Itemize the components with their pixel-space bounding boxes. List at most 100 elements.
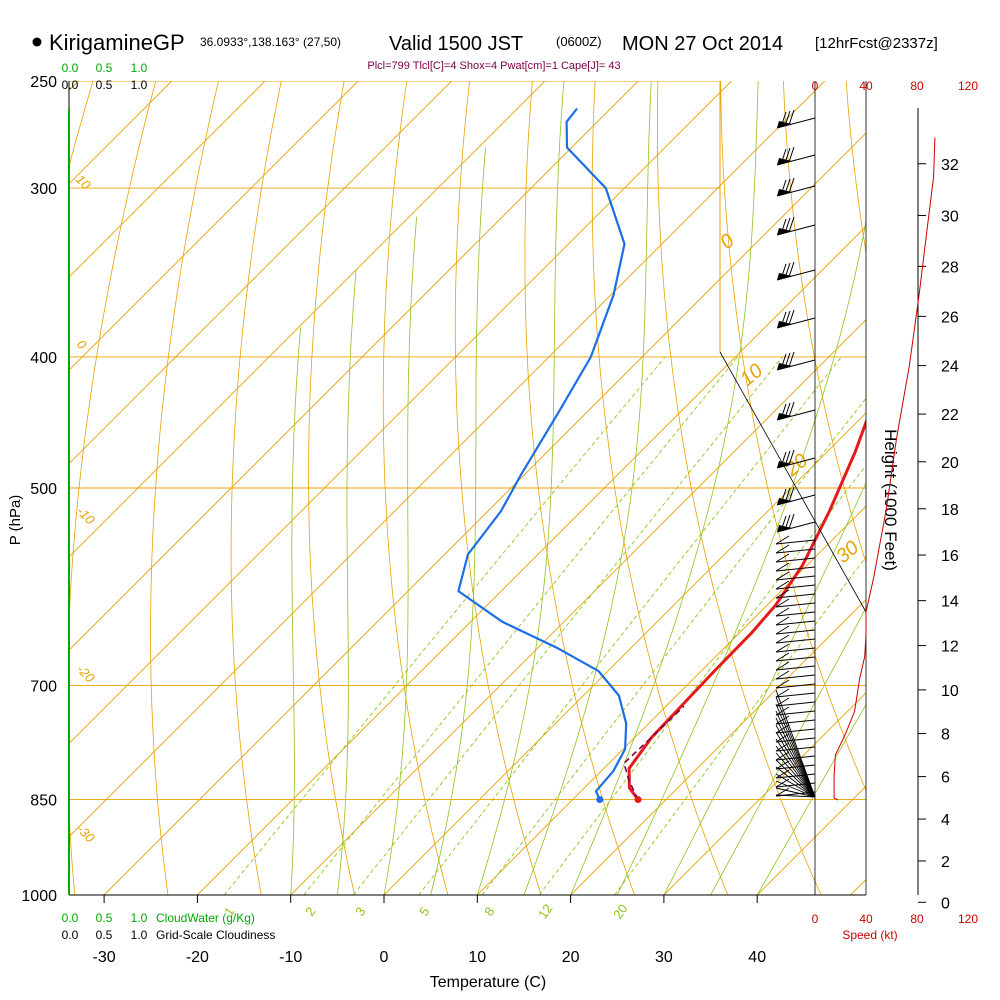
- skew-temperature-label: 10: [736, 360, 767, 391]
- station-name: KirigamineGP: [49, 30, 185, 55]
- temperature-tick-label: -10: [279, 949, 302, 966]
- wind-barb: [775, 593, 816, 599]
- wind-barb: [775, 611, 816, 617]
- pressure-tick-label: 1000: [21, 888, 57, 905]
- cloudiness-scale-bottom-label: 1.0: [131, 928, 148, 942]
- mixing-ratio-label: 2: [302, 904, 318, 919]
- stability-indices: Plcl=799 Tlcl[C]=4 Shox=4 Pwat[cm]=1 Cap…: [367, 60, 620, 72]
- pressure-tick-label: 250: [30, 74, 57, 91]
- moist-adiabat-line: [523, 81, 652, 895]
- isotherm-line: [69, 81, 359, 371]
- wind-barb-feather: [775, 643, 790, 653]
- wind-barb: [775, 710, 816, 798]
- cloud-scale-bottom-label: 0.0: [62, 911, 79, 925]
- dry-adiabat-line: [591, 81, 729, 895]
- skew-temperature-label: -30: [74, 822, 98, 846]
- height-tick-label: 0: [941, 895, 950, 912]
- wind-barb: [775, 703, 816, 798]
- wind-barb-feather: [784, 402, 791, 419]
- wind-barb: [775, 647, 816, 653]
- wind-barb-feather: [788, 109, 795, 126]
- wind-barb: [775, 794, 816, 798]
- wind-barb: [775, 773, 816, 798]
- wind-barb-feather: [775, 634, 790, 644]
- parcel-path-line: [623, 705, 685, 800]
- wind-barb: [775, 780, 816, 798]
- speed-tick-label-top: 120: [958, 79, 978, 93]
- wind-barb: [775, 745, 816, 798]
- pressure-tick-label: 400: [30, 350, 57, 367]
- wind-barb-feather: [775, 769, 790, 779]
- speed-tick-label-top: 40: [859, 79, 873, 93]
- height-tick-label: 2: [941, 854, 950, 871]
- dry-adiabat-line: [524, 81, 635, 895]
- station-coordinates: 36.0933°,138.163° (27,50): [200, 35, 341, 49]
- isotherm-line: [69, 81, 266, 278]
- wind-barb-feather: [775, 724, 790, 734]
- wind-barb-feather: [775, 679, 790, 689]
- wind-barb-feather: [780, 311, 787, 328]
- wind-barb-feather: [780, 218, 787, 235]
- height-tick-label: 16: [941, 548, 959, 565]
- wind-barb: [775, 717, 816, 798]
- wind-barb: [775, 557, 816, 563]
- dry-adiabat-line: [454, 81, 542, 895]
- moist-adiabat-line: [616, 218, 866, 895]
- dry-adiabat-line: [972, 81, 1000, 895]
- moist-adiabat-line: [476, 81, 565, 895]
- wind-barb-feather: [775, 661, 790, 671]
- wind-barb-feather: [784, 352, 791, 369]
- wind-barb: [775, 787, 816, 798]
- height-tick-label: 20: [941, 455, 959, 472]
- wind-barb: [775, 629, 816, 635]
- mixing-ratio-line: [353, 356, 783, 895]
- temperature-tick-label: -30: [93, 949, 116, 966]
- moist-adiabat-line: [663, 482, 866, 895]
- isotherm-line: [570, 598, 866, 895]
- wind-barb-feather: [780, 148, 787, 165]
- wind-barb: [775, 696, 816, 798]
- wind-barb: [775, 731, 816, 798]
- height-tick-label: 10: [941, 683, 959, 700]
- wind-barb: [775, 548, 816, 554]
- wind-barb-feather: [784, 450, 791, 467]
- wind-barb-feather: [788, 146, 795, 163]
- isotherm-line: [476, 505, 866, 895]
- cloud-scale-top-label: 0.0: [62, 61, 79, 75]
- height-tick-label: 12: [941, 639, 959, 656]
- wind-barb-feather: [784, 217, 791, 234]
- y-axis-label: P (hPa): [7, 495, 24, 546]
- wind-barb-feather: [775, 625, 790, 635]
- height-axis-label: Height (1000 Feet): [881, 429, 900, 571]
- wind-barb: [775, 674, 816, 680]
- wind-barb-feather: [784, 262, 791, 279]
- wind-barb-feather: [775, 706, 790, 716]
- wind-barb-feather: [775, 571, 790, 581]
- skew-temperature-label: 0: [716, 230, 739, 254]
- dry-adiabat-line: [656, 81, 822, 895]
- temperature-tick-label: 30: [655, 949, 673, 966]
- mixing-ratio-label: 12: [535, 901, 556, 921]
- temperature-line: [627, 417, 866, 801]
- wind-barb: [776, 521, 816, 533]
- dry-adiabat-line: [720, 81, 866, 792]
- wind-barb: [776, 185, 816, 197]
- dry-adiabat-line: [150, 81, 219, 895]
- dry-adiabat-line: [382, 81, 449, 895]
- wind-barb-feather: [775, 697, 790, 707]
- wind-barb-feather: [788, 261, 795, 278]
- mixing-ratio-line: [418, 356, 842, 895]
- dry-adiabat-line: [308, 81, 355, 895]
- mixing-ratio-label: 20: [610, 901, 631, 921]
- forecast-info: [12hrFcst@2337z]: [815, 35, 938, 52]
- wind-barb: [775, 719, 816, 725]
- dry-adiabat-line: [230, 81, 282, 895]
- wind-barb-feather: [788, 486, 795, 503]
- wind-barb-feather: [775, 760, 790, 770]
- height-tick-label: 28: [941, 259, 959, 276]
- height-tick-label: 26: [941, 309, 959, 326]
- wind-barb: [775, 602, 816, 608]
- cloud-scale-top-label: 0.5: [96, 61, 113, 75]
- cloud-scale-bottom-label: 0.5: [96, 911, 113, 925]
